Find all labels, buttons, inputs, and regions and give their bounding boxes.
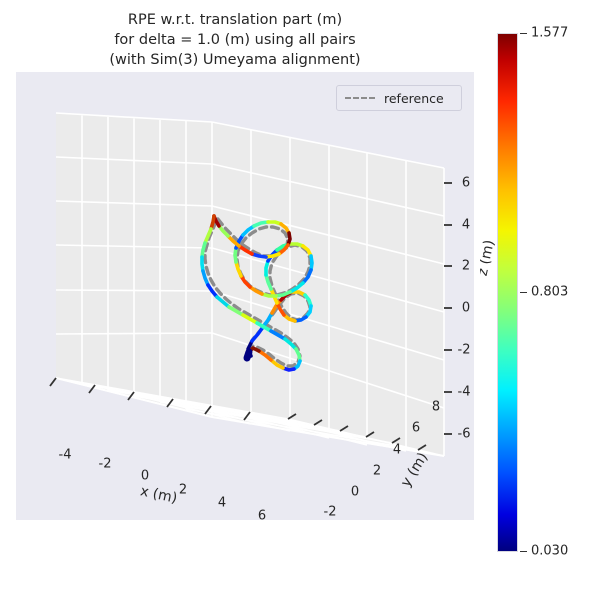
legend-line-reference xyxy=(345,97,375,99)
x-tick-label: 0 xyxy=(140,468,150,484)
z-tick-label: 4 xyxy=(461,217,471,233)
z-tick-label: -2 xyxy=(457,342,471,358)
y-tick-label: -2 xyxy=(323,504,337,520)
chart-title: RPE w.r.t. translation part (m) for delt… xyxy=(109,12,361,68)
z-tick-label: 6 xyxy=(461,175,471,191)
grid-lines xyxy=(55,112,445,457)
colorbar-tick-min xyxy=(520,551,527,552)
z-tick-label: 0 xyxy=(461,300,471,316)
colorbar-label-min: 0.030 xyxy=(531,543,569,559)
x-tick-label: 6 xyxy=(257,508,267,524)
legend-label-reference: reference xyxy=(384,90,444,106)
y-tick-label: 8 xyxy=(431,399,441,415)
x-tick-label: 2 xyxy=(178,482,188,498)
colorbar-tick-max xyxy=(520,33,527,34)
colorbar-tick-mid xyxy=(520,292,527,293)
y-tick-label: 6 xyxy=(411,420,421,436)
y-tick-label: 4 xyxy=(392,442,402,458)
z-tick-label: -6 xyxy=(457,426,471,442)
z-tick-label: -4 xyxy=(457,384,471,400)
y-tick-label: 2 xyxy=(372,463,382,479)
pane-back xyxy=(212,122,444,456)
x-tick-label: -4 xyxy=(58,447,72,463)
estimate-trajectory xyxy=(200,214,314,372)
reference-trajectory xyxy=(203,216,312,368)
x-tick-label: -2 xyxy=(98,456,112,472)
z-axis-label-clip: z (m) xyxy=(480,238,498,294)
x-tick-label: 4 xyxy=(217,495,227,511)
y-tick-label: 0 xyxy=(350,484,360,500)
axis-tick-marks xyxy=(49,182,452,451)
colorbar-label-mid: 0.803 xyxy=(531,284,569,300)
z-tick-label: 2 xyxy=(461,258,471,274)
z-axis-label: z (m) xyxy=(480,238,498,278)
legend[interactable]: reference xyxy=(336,85,462,111)
colorbar-label-max: 1.577 xyxy=(531,25,569,41)
colorbar[interactable] xyxy=(497,33,518,552)
